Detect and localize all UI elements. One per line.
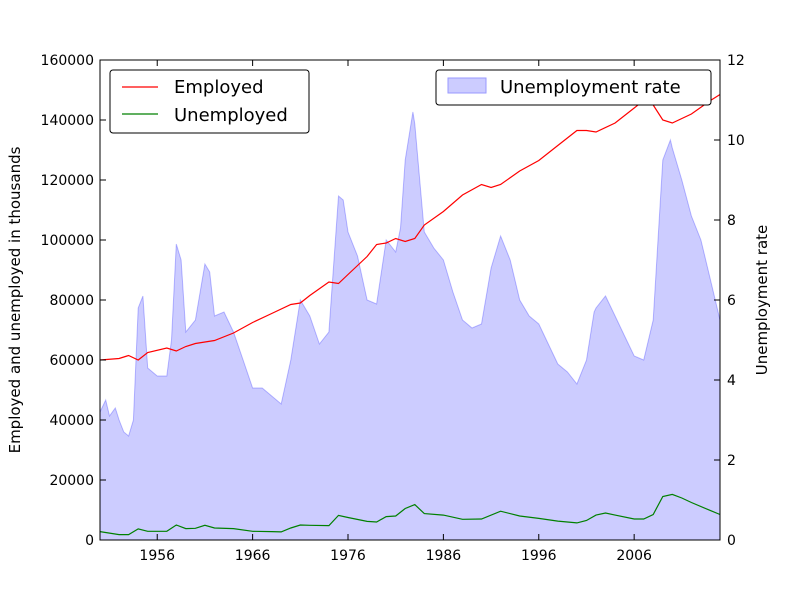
right-tick-label: 0 [727, 533, 736, 549]
right-tick-label: 8 [727, 213, 736, 229]
right-tick-label: 12 [727, 53, 745, 69]
left-tick-label: 100000 [41, 233, 94, 249]
unemployment-rate-area-layer [99, 111, 721, 541]
x-tick-label: 1956 [139, 548, 175, 564]
left-tick-label: 60000 [49, 353, 94, 369]
plot-background [100, 60, 720, 540]
tick-layer: 1956 1966 1976 1986 1996 2006 0 20000 40000 60000… [41, 53, 745, 564]
left-tick-label: 0 [85, 533, 94, 549]
x-tick-label: 2006 [616, 548, 652, 564]
right-tick-label: 6 [727, 293, 736, 309]
right-tick-label: 4 [727, 373, 736, 389]
right-axis-label: Unemployment rate [753, 225, 771, 376]
x-tick-label: 1986 [426, 548, 462, 564]
legend-rate-swatch [447, 77, 487, 94]
left-tick-label: 40000 [49, 413, 94, 429]
legend-rate-label: Unemployment rate [500, 77, 681, 98]
legend-rate: Unemployment rate [435, 69, 712, 106]
right-tick-label: 10 [727, 133, 745, 149]
left-tick-label: 80000 [49, 293, 94, 309]
legend-rate-box [435, 69, 712, 106]
series-unemployment-rate-area [99, 111, 721, 541]
series-employed-line [99, 93, 721, 361]
right-tick-label: 2 [727, 453, 736, 469]
left-tick-label: 120000 [41, 173, 94, 189]
left-axis-label: Employed and unemployed in thousands [6, 146, 24, 453]
legend-unemployed-label: Unemployed [174, 105, 288, 126]
x-tick-label: 1976 [330, 548, 366, 564]
x-tick-label: 1966 [235, 548, 271, 564]
legend-lines: Employed Unemployed [109, 69, 310, 134]
left-tick-label: 140000 [41, 113, 94, 129]
series-unemployed-line [99, 493, 721, 536]
legend-employed-label: Employed [174, 77, 264, 98]
left-tick-label: 160000 [41, 53, 94, 69]
left-tick-label: 20000 [49, 473, 94, 489]
legend-lines-box [109, 69, 310, 134]
line-layer [99, 93, 721, 536]
x-tick-label: 1996 [521, 548, 557, 564]
